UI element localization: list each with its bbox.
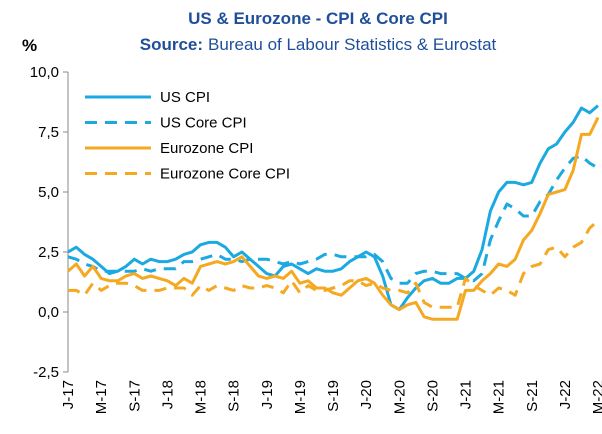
series-line <box>67 104 599 312</box>
y-tick-label: -2,5 <box>33 364 59 381</box>
legend-label: US CPI <box>160 89 210 106</box>
x-tick-label: S-18 <box>226 380 243 412</box>
legend-label: Eurozone CPI <box>160 140 253 157</box>
x-tick-label: J-17 <box>60 380 77 409</box>
chart-subtitle: Source: Bureau of Labour Statistics & Eur… <box>140 35 497 54</box>
x-tick-label: J-18 <box>159 380 176 409</box>
x-tick-label: J-19 <box>259 380 276 409</box>
y-tick-label: 0,0 <box>38 304 59 321</box>
chart-title: US & Eurozone - CPI & Core CPI <box>188 9 448 28</box>
y-tick-label: 2,5 <box>38 244 59 261</box>
y-axis-label: % <box>22 36 37 55</box>
subtitle-text: Bureau of Labour Statistics & Eurostat <box>208 35 496 54</box>
x-tick-label: M-19 <box>292 380 309 414</box>
legend-label: US Core CPI <box>160 115 247 132</box>
x-tick-label: M-18 <box>193 380 210 414</box>
x-tick-label: M-21 <box>491 380 508 414</box>
x-tick-label: S-20 <box>424 380 441 412</box>
subtitle-label: Source: <box>140 35 203 54</box>
x-tick-label: S-19 <box>325 380 342 412</box>
x-tick-label: J-22 <box>557 380 574 409</box>
series-line <box>67 116 600 321</box>
y-tick-label: 10,0 <box>30 64 59 81</box>
y-tick-label: 7,5 <box>38 124 59 141</box>
x-tick-label: M-22 <box>590 380 602 414</box>
x-tick-label: M-20 <box>391 380 408 414</box>
x-tick-label: M-17 <box>93 380 110 414</box>
series-line <box>68 219 599 309</box>
x-tick-label: J-20 <box>358 380 375 409</box>
x-tick-label: S-17 <box>126 380 143 412</box>
legend-label: Eurozone Core CPI <box>160 166 290 183</box>
x-tick-label: S-21 <box>524 380 541 412</box>
series-line <box>67 154 599 285</box>
x-tick-label: J-21 <box>458 380 475 409</box>
y-tick-label: 5,0 <box>38 184 59 201</box>
